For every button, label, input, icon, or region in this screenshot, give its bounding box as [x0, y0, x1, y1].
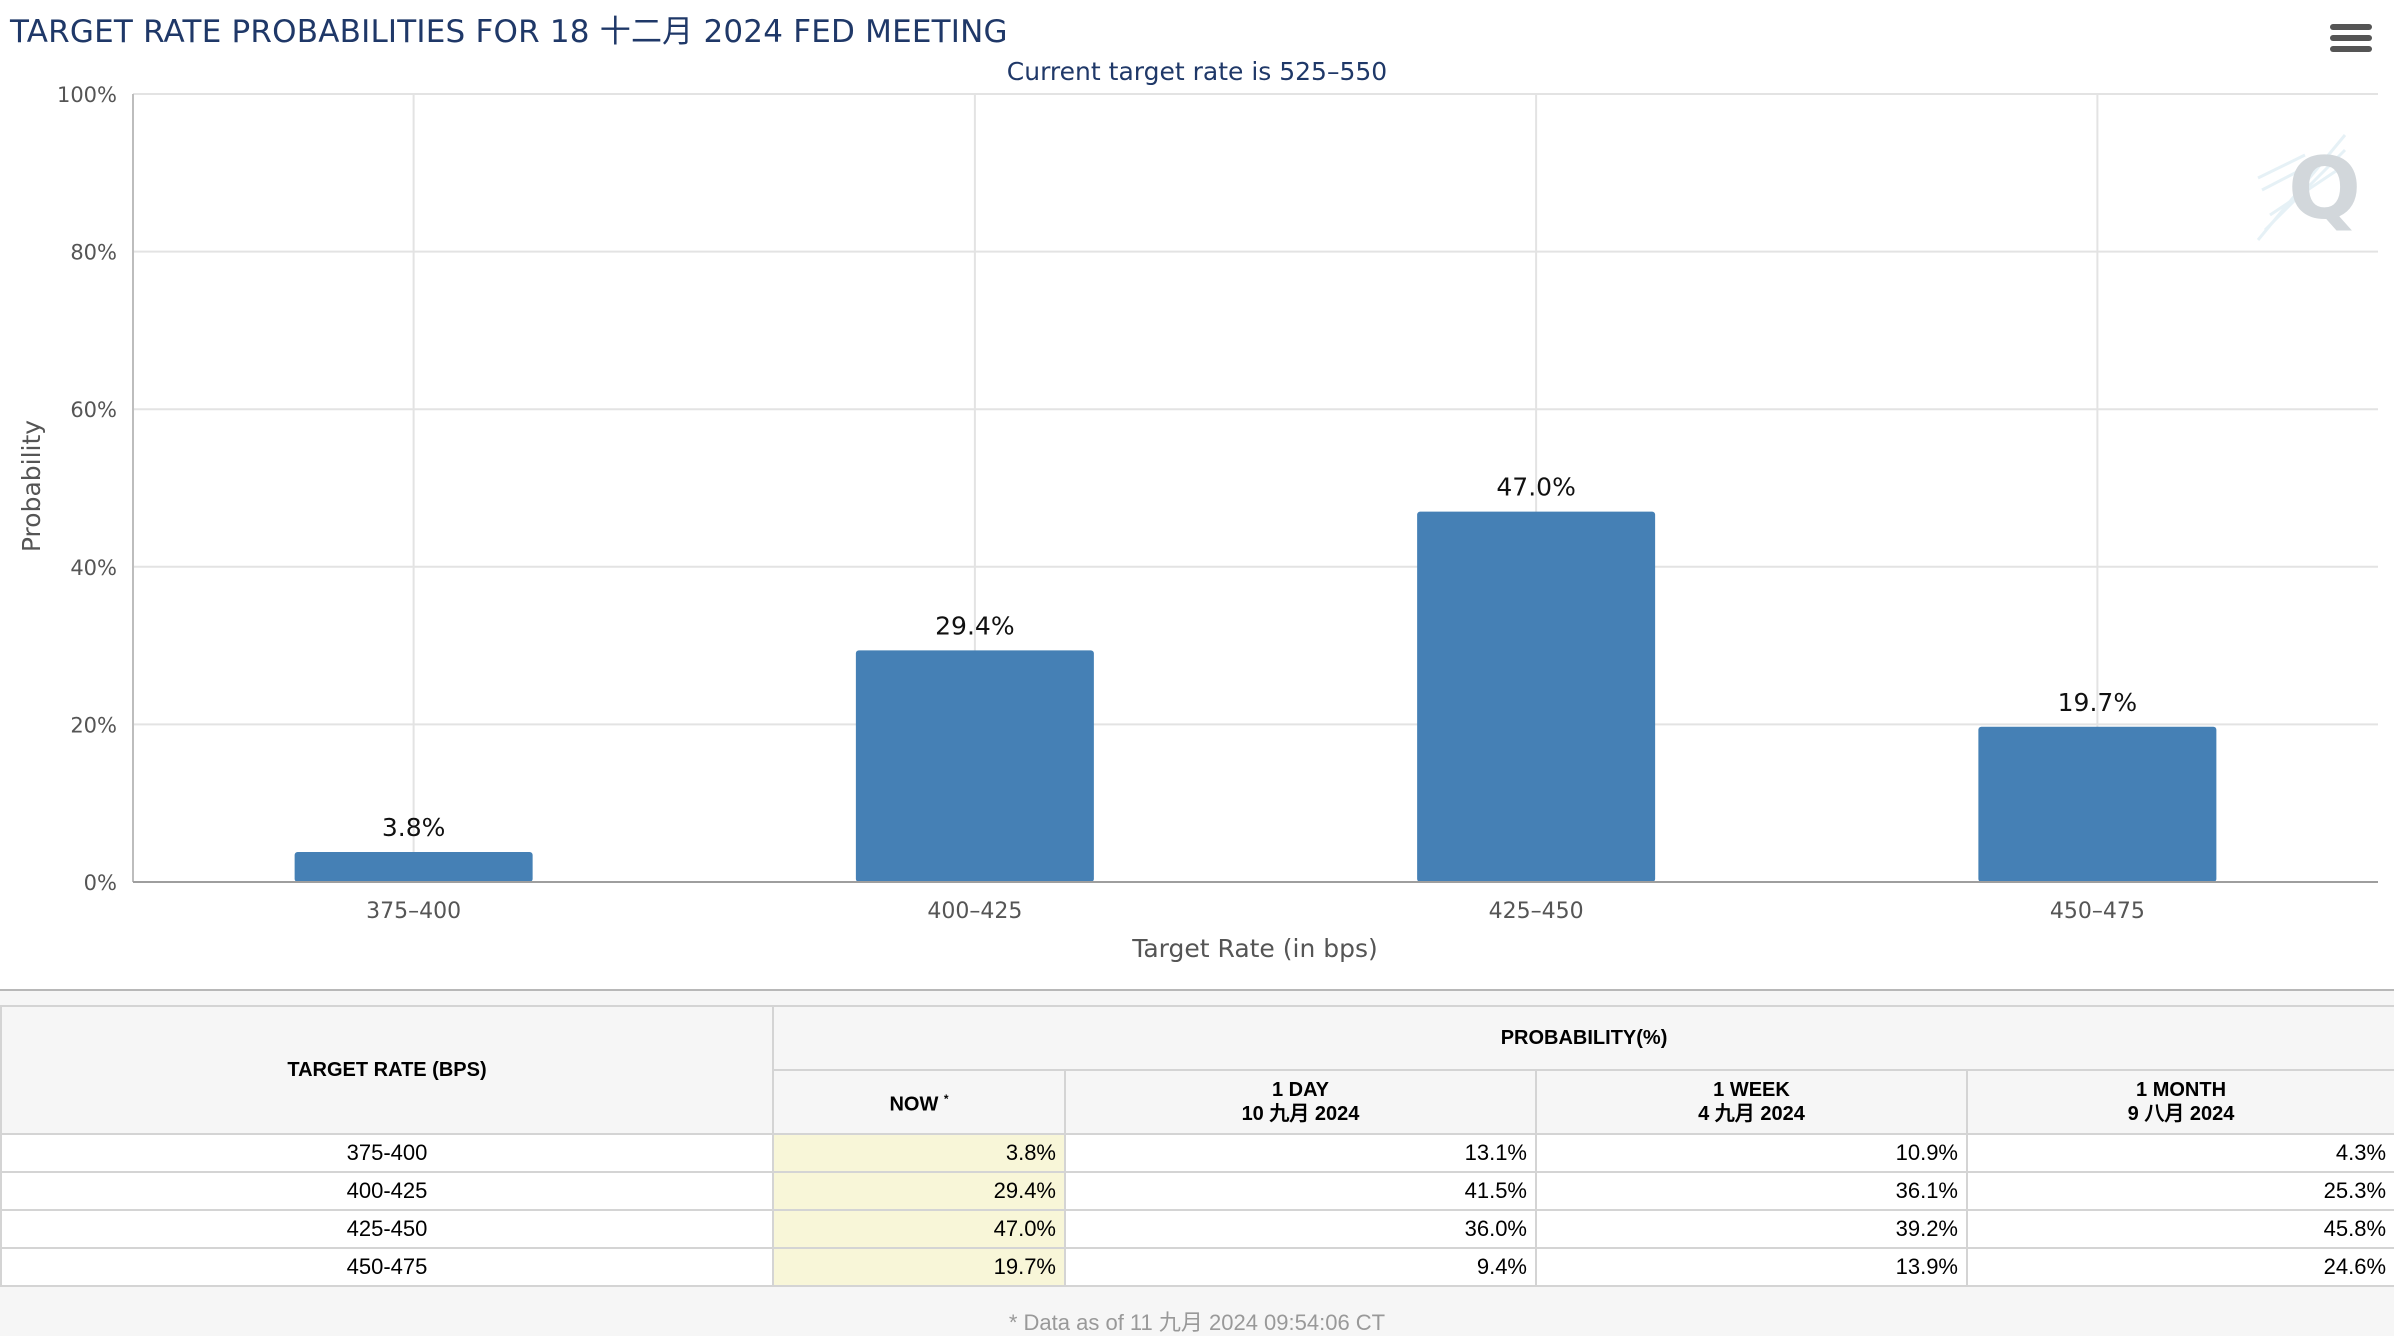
month-cell: 25.3% — [1965, 1171, 2394, 1211]
table-row: 450-475 19.7% 9.4% 13.9% 24.6% — [0, 1247, 2394, 1287]
col-now-label: NOW — [889, 1093, 939, 1116]
now-cell: 19.7% — [772, 1247, 1066, 1287]
day-cell: 13.1% — [1064, 1133, 1537, 1173]
probability-table-section: TARGET RATE (BPS) PROBABILITY(%) NOW * 1… — [0, 989, 2394, 1336]
axes: 0% 20% 40% 60% 80% 100% 375–400 400–425 425–450 4… — [57, 83, 2378, 924]
x-tick-label: 425–450 — [1489, 899, 1584, 924]
table-row: 375-400 3.8% 13.1% 10.9% 4.3% — [0, 1133, 2394, 1173]
rate-cell: 400-425 — [0, 1171, 774, 1211]
day-cell: 41.5% — [1064, 1171, 1537, 1211]
week-cell: 10.9% — [1535, 1133, 1968, 1173]
y-tick-label: 100% — [57, 83, 117, 107]
day-cell: 9.4% — [1064, 1247, 1537, 1287]
col-1week-date: 4 九月 2024 — [1698, 1103, 1805, 1125]
table-row: 425-450 47.0% 36.0% 39.2% 45.8% — [0, 1209, 2394, 1249]
data-timestamp-footnote: * Data as of 11 九月 2024 09:54:06 CT — [1008, 1310, 1386, 1335]
month-cell: 45.8% — [1965, 1209, 2394, 1249]
col-1week-label: 1 WEEK — [1713, 1079, 1790, 1101]
col-now-header: NOW * — [772, 1069, 1066, 1135]
col-1day-header: 1 DAY 10 九月 2024 — [1064, 1069, 1537, 1135]
x-tick-label: 400–425 — [927, 899, 1022, 924]
rate-cell: 425-450 — [0, 1209, 774, 1249]
y-tick-label: 80% — [70, 241, 117, 265]
table-row: 400-425 29.4% 41.5% 36.1% 25.3% — [0, 1171, 2394, 1211]
chart-title: TARGET RATE PROBABILITIES FOR 18 十二月 202… — [10, 14, 1008, 50]
now-cell: 3.8% — [772, 1133, 1066, 1173]
hamburger-icon-bar — [2330, 24, 2372, 30]
col-1month-label: 1 MONTH — [2136, 1079, 2227, 1101]
hamburger-icon-bar — [2330, 46, 2372, 52]
now-cell: 29.4% — [772, 1171, 1066, 1211]
data-labels: 3.8% 29.4% 47.0% 19.7% — [382, 473, 2137, 842]
bar-data-label: 29.4% — [935, 611, 1014, 640]
month-cell: 4.3% — [1965, 1133, 2394, 1173]
week-cell: 39.2% — [1535, 1209, 1968, 1249]
y-tick-label: 0% — [84, 871, 117, 895]
hamburger-icon-bar — [2330, 35, 2372, 41]
bar-chart: Q 3.8% 29.4% 47.0% 19.7% 0% 20% 40% 60% 80% 100%… — [17, 83, 2378, 963]
probability-table: TARGET RATE (BPS) PROBABILITY(%) NOW * 1… — [0, 1005, 2394, 1287]
y-tick-label: 60% — [70, 398, 117, 422]
rate-cell: 375-400 — [0, 1133, 774, 1173]
y-tick-label: 40% — [70, 556, 117, 580]
col-1month-header: 1 MONTH 9 八月 2024 — [1965, 1069, 2394, 1135]
week-cell: 36.1% — [1535, 1171, 1968, 1211]
bar-4[interactable] — [1978, 726, 2217, 882]
bar-3[interactable] — [1417, 511, 1656, 882]
week-cell: 13.9% — [1535, 1247, 1968, 1287]
chart-subtitle: Current target rate is 525–550 — [1006, 57, 1388, 86]
svg-text:Q: Q — [2288, 139, 2361, 239]
y-tick-label: 20% — [70, 713, 117, 737]
col-now-note: * — [943, 1092, 949, 1107]
col-1day-label: 1 DAY — [1271, 1079, 1330, 1101]
bar-data-label: 19.7% — [2058, 688, 2137, 717]
bar-data-label: 3.8% — [382, 813, 446, 842]
bar-1[interactable] — [294, 852, 533, 882]
target-rate-header: TARGET RATE (BPS) — [0, 1005, 774, 1135]
chart-menu-button[interactable] — [2330, 24, 2372, 60]
now-cell: 47.0% — [772, 1209, 1066, 1249]
x-axis-title: Target Rate (in bps) — [1131, 934, 1378, 963]
bar-2[interactable] — [855, 650, 1094, 882]
col-1week-header: 1 WEEK 4 九月 2024 — [1535, 1069, 1968, 1135]
y-axis-title: Probability — [17, 420, 46, 552]
col-1day-date: 10 九月 2024 — [1241, 1103, 1360, 1125]
rate-cell: 450-475 — [0, 1247, 774, 1287]
x-tick-label: 375–400 — [366, 899, 461, 924]
watermark-logo: Q — [2256, 134, 2361, 241]
col-1month-date: 9 八月 2024 — [2127, 1103, 2235, 1125]
day-cell: 36.0% — [1064, 1209, 1537, 1249]
bar-data-label: 47.0% — [1496, 473, 1575, 502]
month-cell: 24.6% — [1965, 1247, 2394, 1287]
x-tick-label: 450–475 — [2050, 899, 2145, 924]
bars — [294, 511, 2217, 882]
probability-header: PROBABILITY(%) — [771, 1005, 2394, 1071]
